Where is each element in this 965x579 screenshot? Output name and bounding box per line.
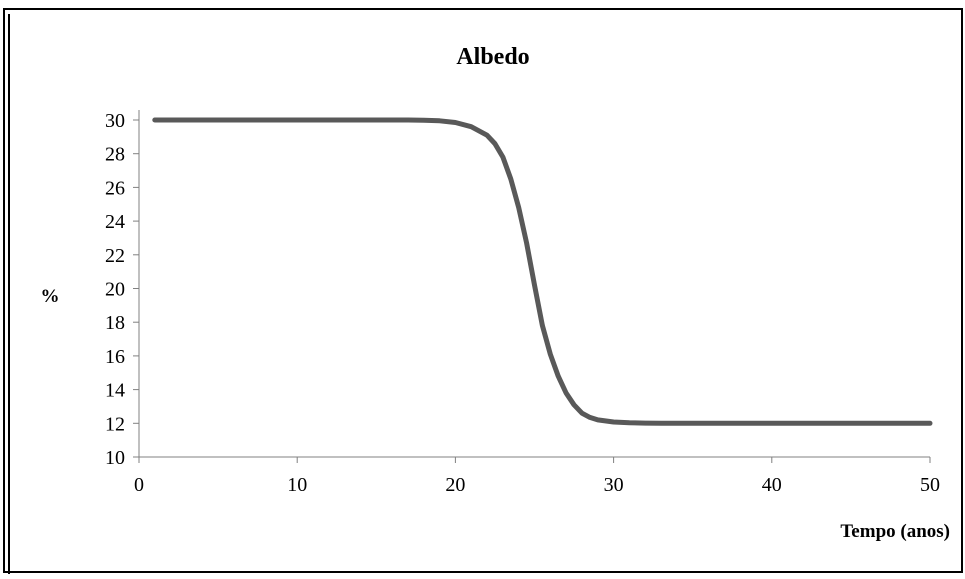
x-tick-label: 10 (287, 474, 307, 496)
y-tick-label: 18 (105, 312, 125, 334)
plot-area (152, 117, 933, 426)
y-tick-label: 10 (105, 447, 125, 469)
x-tick-label: 40 (762, 474, 782, 496)
y-tick-label: 12 (105, 413, 125, 435)
y-tick-label: 22 (105, 245, 125, 267)
series-line-albedo (152, 117, 933, 426)
y-tick-label: 26 (105, 177, 125, 199)
x-tick-label: 30 (604, 474, 624, 496)
y-tick-label: 28 (105, 144, 125, 166)
x-tick-label: 50 (920, 474, 940, 496)
y-tick-label: 14 (105, 380, 125, 402)
y-tick-label: 24 (105, 211, 125, 233)
x-tick-label: 0 (134, 474, 144, 496)
y-tick-label: 20 (105, 279, 125, 301)
x-axis-title: Tempo (anos) (840, 521, 950, 542)
axes: 10 12 14 16 18 20 22 24 26 28 30 0 10 20 30 40 50 (105, 110, 940, 496)
y-axis-title: % (41, 286, 60, 307)
y-tick-label: 16 (105, 346, 125, 368)
chart-border (3, 8, 963, 573)
chart-title: Albedo (456, 44, 529, 70)
y-tick-label: 30 (105, 110, 125, 132)
x-tick-label: 20 (445, 474, 465, 496)
